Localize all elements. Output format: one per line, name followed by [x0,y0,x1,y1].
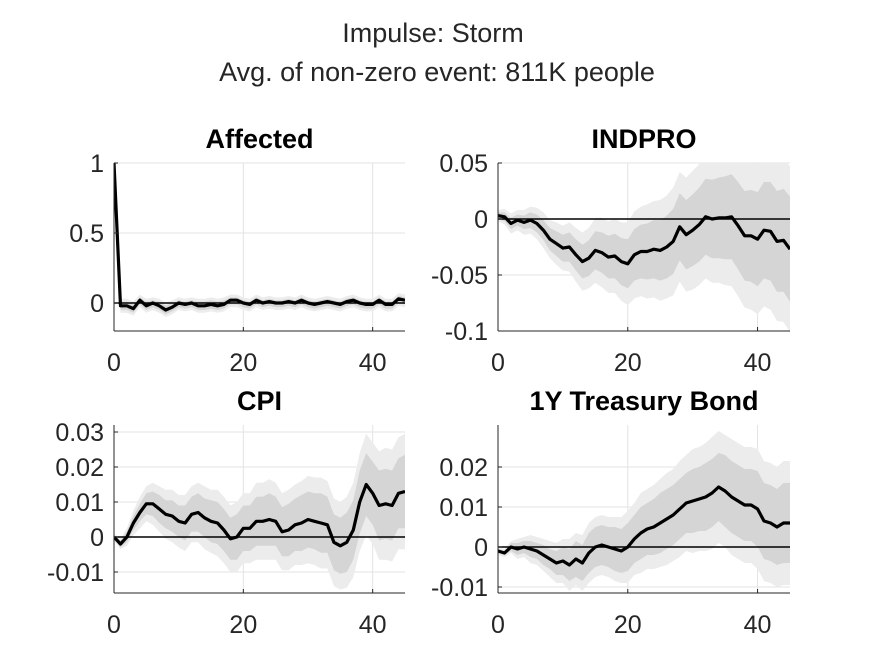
inner-confidence-band [114,453,405,574]
x-tick-label: 40 [359,611,387,639]
outer-confidence-band [114,163,405,317]
y-tick-label: -0.01 [47,559,104,587]
x-tick-label: 40 [359,349,387,377]
x-tick-label: 20 [614,349,642,377]
y-tick-label: 0 [90,290,104,318]
y-tick-label: -0.01 [431,574,488,602]
inner-confidence-band [498,453,790,581]
y-tick-label: 1 [90,150,104,178]
y-tick-label: 0.05 [439,150,488,178]
inner-confidence-band [498,174,790,302]
x-tick-label: 20 [229,349,257,377]
x-tick-label: 20 [229,611,257,639]
y-tick-label: 0 [474,206,488,234]
panel-title-affected: Affected [205,124,313,154]
y-tick-label: 0.01 [55,489,104,517]
y-tick-label: 0 [474,534,488,562]
panel-title-indpro: INDPRO [591,124,696,154]
x-tick-label: 0 [107,611,121,639]
plot-area [498,431,790,591]
y-tick-label: 0.03 [55,419,104,447]
plot-area [498,163,790,331]
x-tick-label: 0 [107,349,121,377]
impulse-response-line [498,485,790,567]
impulse-response-line [114,482,405,548]
y-tick-label: 0.02 [439,454,488,482]
panel-affected: 1 0.5 0 0 20 40 Affected [69,124,405,377]
inner-confidence-band [114,163,405,315]
x-tick-label: 40 [744,349,772,377]
y-tick-label: 0 [90,524,104,552]
figure-title-line-2: Avg. of non-zero event: 811K people [219,57,655,87]
x-tick-label: 40 [744,611,772,639]
panel-title-cpi: CPI [237,386,282,416]
impulse-response-line [498,214,790,266]
x-tick-label: 0 [491,611,505,639]
y-tick-label: 0.5 [69,220,104,248]
plot-area [114,163,405,317]
y-tick-label: 0.02 [55,454,104,482]
impulse-response-line [114,163,405,312]
y-tick-label: -0.1 [445,318,488,346]
x-tick-label: 20 [614,611,642,639]
x-tick-label: 0 [491,349,505,377]
figure-title-line-1: Impulse: Storm [342,18,524,48]
y-tick-label: -0.05 [431,262,488,290]
panel-title-treasury-bond: 1Y Treasury Bond [529,386,758,416]
y-tick-label: 0.01 [439,494,488,522]
plot-area [114,433,405,590]
